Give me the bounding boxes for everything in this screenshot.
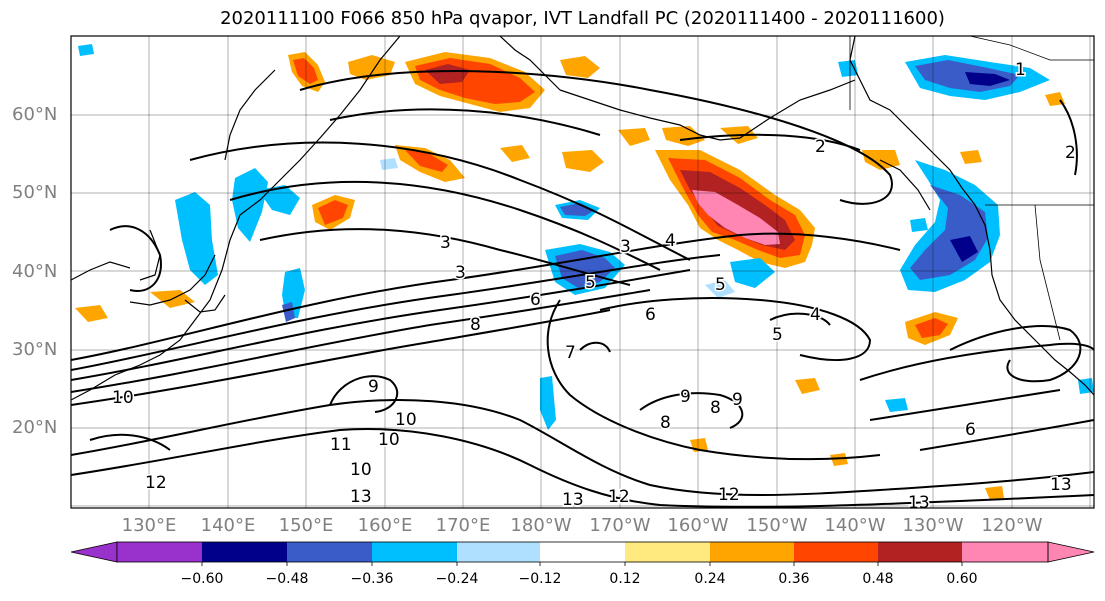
lon-label: 150°E (278, 515, 334, 536)
contour-label: 9 (368, 377, 379, 397)
contour-label: 6 (645, 305, 656, 325)
shaded-field (75, 44, 1094, 500)
lon-label: 170°W (589, 515, 651, 536)
colorbar-tick-label: 0.36 (778, 571, 810, 587)
contour-label: 12 (608, 487, 630, 507)
contour-label: 3 (455, 263, 466, 283)
contour-label: 9 (680, 387, 691, 407)
contour-label: 9 (732, 390, 743, 410)
coastlines (71, 36, 1094, 401)
contour-label: 3 (620, 237, 631, 257)
contour-label: 6 (965, 420, 976, 440)
lon-label: 160°E (357, 515, 413, 536)
colorbar-tick-label: 0.60 (946, 571, 978, 587)
lat-label-50n: 50°N (12, 182, 58, 203)
contour-label: 10 (350, 460, 372, 480)
contour-label: 5 (585, 273, 596, 293)
contour-label: 13 (1050, 475, 1072, 495)
contour-label: 4 (810, 305, 821, 325)
colorbar-tick-label: 0.12 (609, 571, 641, 587)
lat-label-60n: 60°N (12, 104, 58, 125)
contour-label: 12 (145, 473, 167, 493)
colorbar-extend-low (70, 541, 118, 563)
colorbar-segment (372, 542, 457, 562)
contour-label: 2 (815, 137, 826, 157)
colorbar-tick-label: −0.12 (518, 571, 562, 587)
contour-label: 1 (1015, 60, 1026, 80)
contour-label: 13 (562, 490, 584, 510)
contour-label: 8 (470, 315, 481, 335)
ivt-contours (71, 70, 1094, 508)
colorbar-segment (202, 542, 287, 562)
contour-label: 10 (395, 410, 417, 430)
colorbar-segment (710, 542, 794, 562)
contour-label: 8 (710, 398, 721, 418)
lon-label: 140°W (824, 515, 886, 536)
colorbar-tick-label: −0.36 (350, 571, 394, 587)
lat-label-20n: 20°N (12, 417, 58, 438)
lon-label: 140°E (200, 515, 256, 536)
contour-label: 4 (665, 231, 676, 251)
lon-label: 180°W (510, 515, 572, 536)
map-title: 2020111100 F066 850 hPa qvapor, IVT Land… (220, 8, 945, 29)
colorbar-tick-label: −0.48 (265, 571, 309, 587)
contour-label: 7 (565, 343, 576, 363)
map-frame (70, 35, 1095, 509)
contour-label: 6 (530, 290, 541, 310)
contour-label: 5 (772, 325, 783, 345)
contour-label: 13 (908, 493, 930, 513)
contour-label: 2 (1065, 143, 1076, 163)
contour-labels: 1 2 2 3 3 3 4 4 5 5 5 6 6 6 7 8 8 8 9 9 … (111, 59, 1078, 513)
contour-label: 11 (330, 435, 352, 455)
contour-label: 10 (378, 430, 400, 450)
lon-label: 170°E (435, 515, 491, 536)
colorbar-tick-label: 0.48 (862, 571, 894, 587)
colorbar-segment (962, 542, 1048, 562)
colorbar-tick-label: 0.24 (694, 571, 726, 587)
lon-label: 130°E (121, 515, 177, 536)
lon-label: 150°W (746, 515, 808, 536)
colorbar-segment (287, 542, 372, 562)
contour-label: 12 (718, 485, 740, 505)
contour-label: 10 (112, 388, 134, 408)
colorbar-tick-label: −0.60 (180, 571, 224, 587)
colorbar-segment (540, 542, 625, 562)
contour-label: 3 (440, 233, 451, 253)
borders (849, 36, 1094, 341)
colorbar-segment (625, 542, 710, 562)
lat-label-40n: 40°N (12, 261, 58, 282)
contour-label: 5 (715, 275, 726, 295)
colorbar (70, 541, 1095, 566)
lon-label: 130°W (902, 515, 964, 536)
colorbar-segment (794, 542, 878, 562)
colorbar-tick-label: −0.24 (435, 571, 479, 587)
lat-label-30n: 30°N (12, 339, 58, 360)
colorbar-segment (457, 542, 540, 562)
gridlines (71, 36, 1094, 508)
colorbar-frame (116, 541, 1049, 563)
contour-label: 8 (660, 413, 671, 433)
lon-label: 160°W (667, 515, 729, 536)
colorbar-segment (117, 542, 202, 562)
lon-label: 120°W (981, 515, 1043, 536)
contour-label: 13 (350, 487, 372, 507)
colorbar-extend-high (1047, 541, 1095, 563)
colorbar-segment (878, 542, 962, 562)
